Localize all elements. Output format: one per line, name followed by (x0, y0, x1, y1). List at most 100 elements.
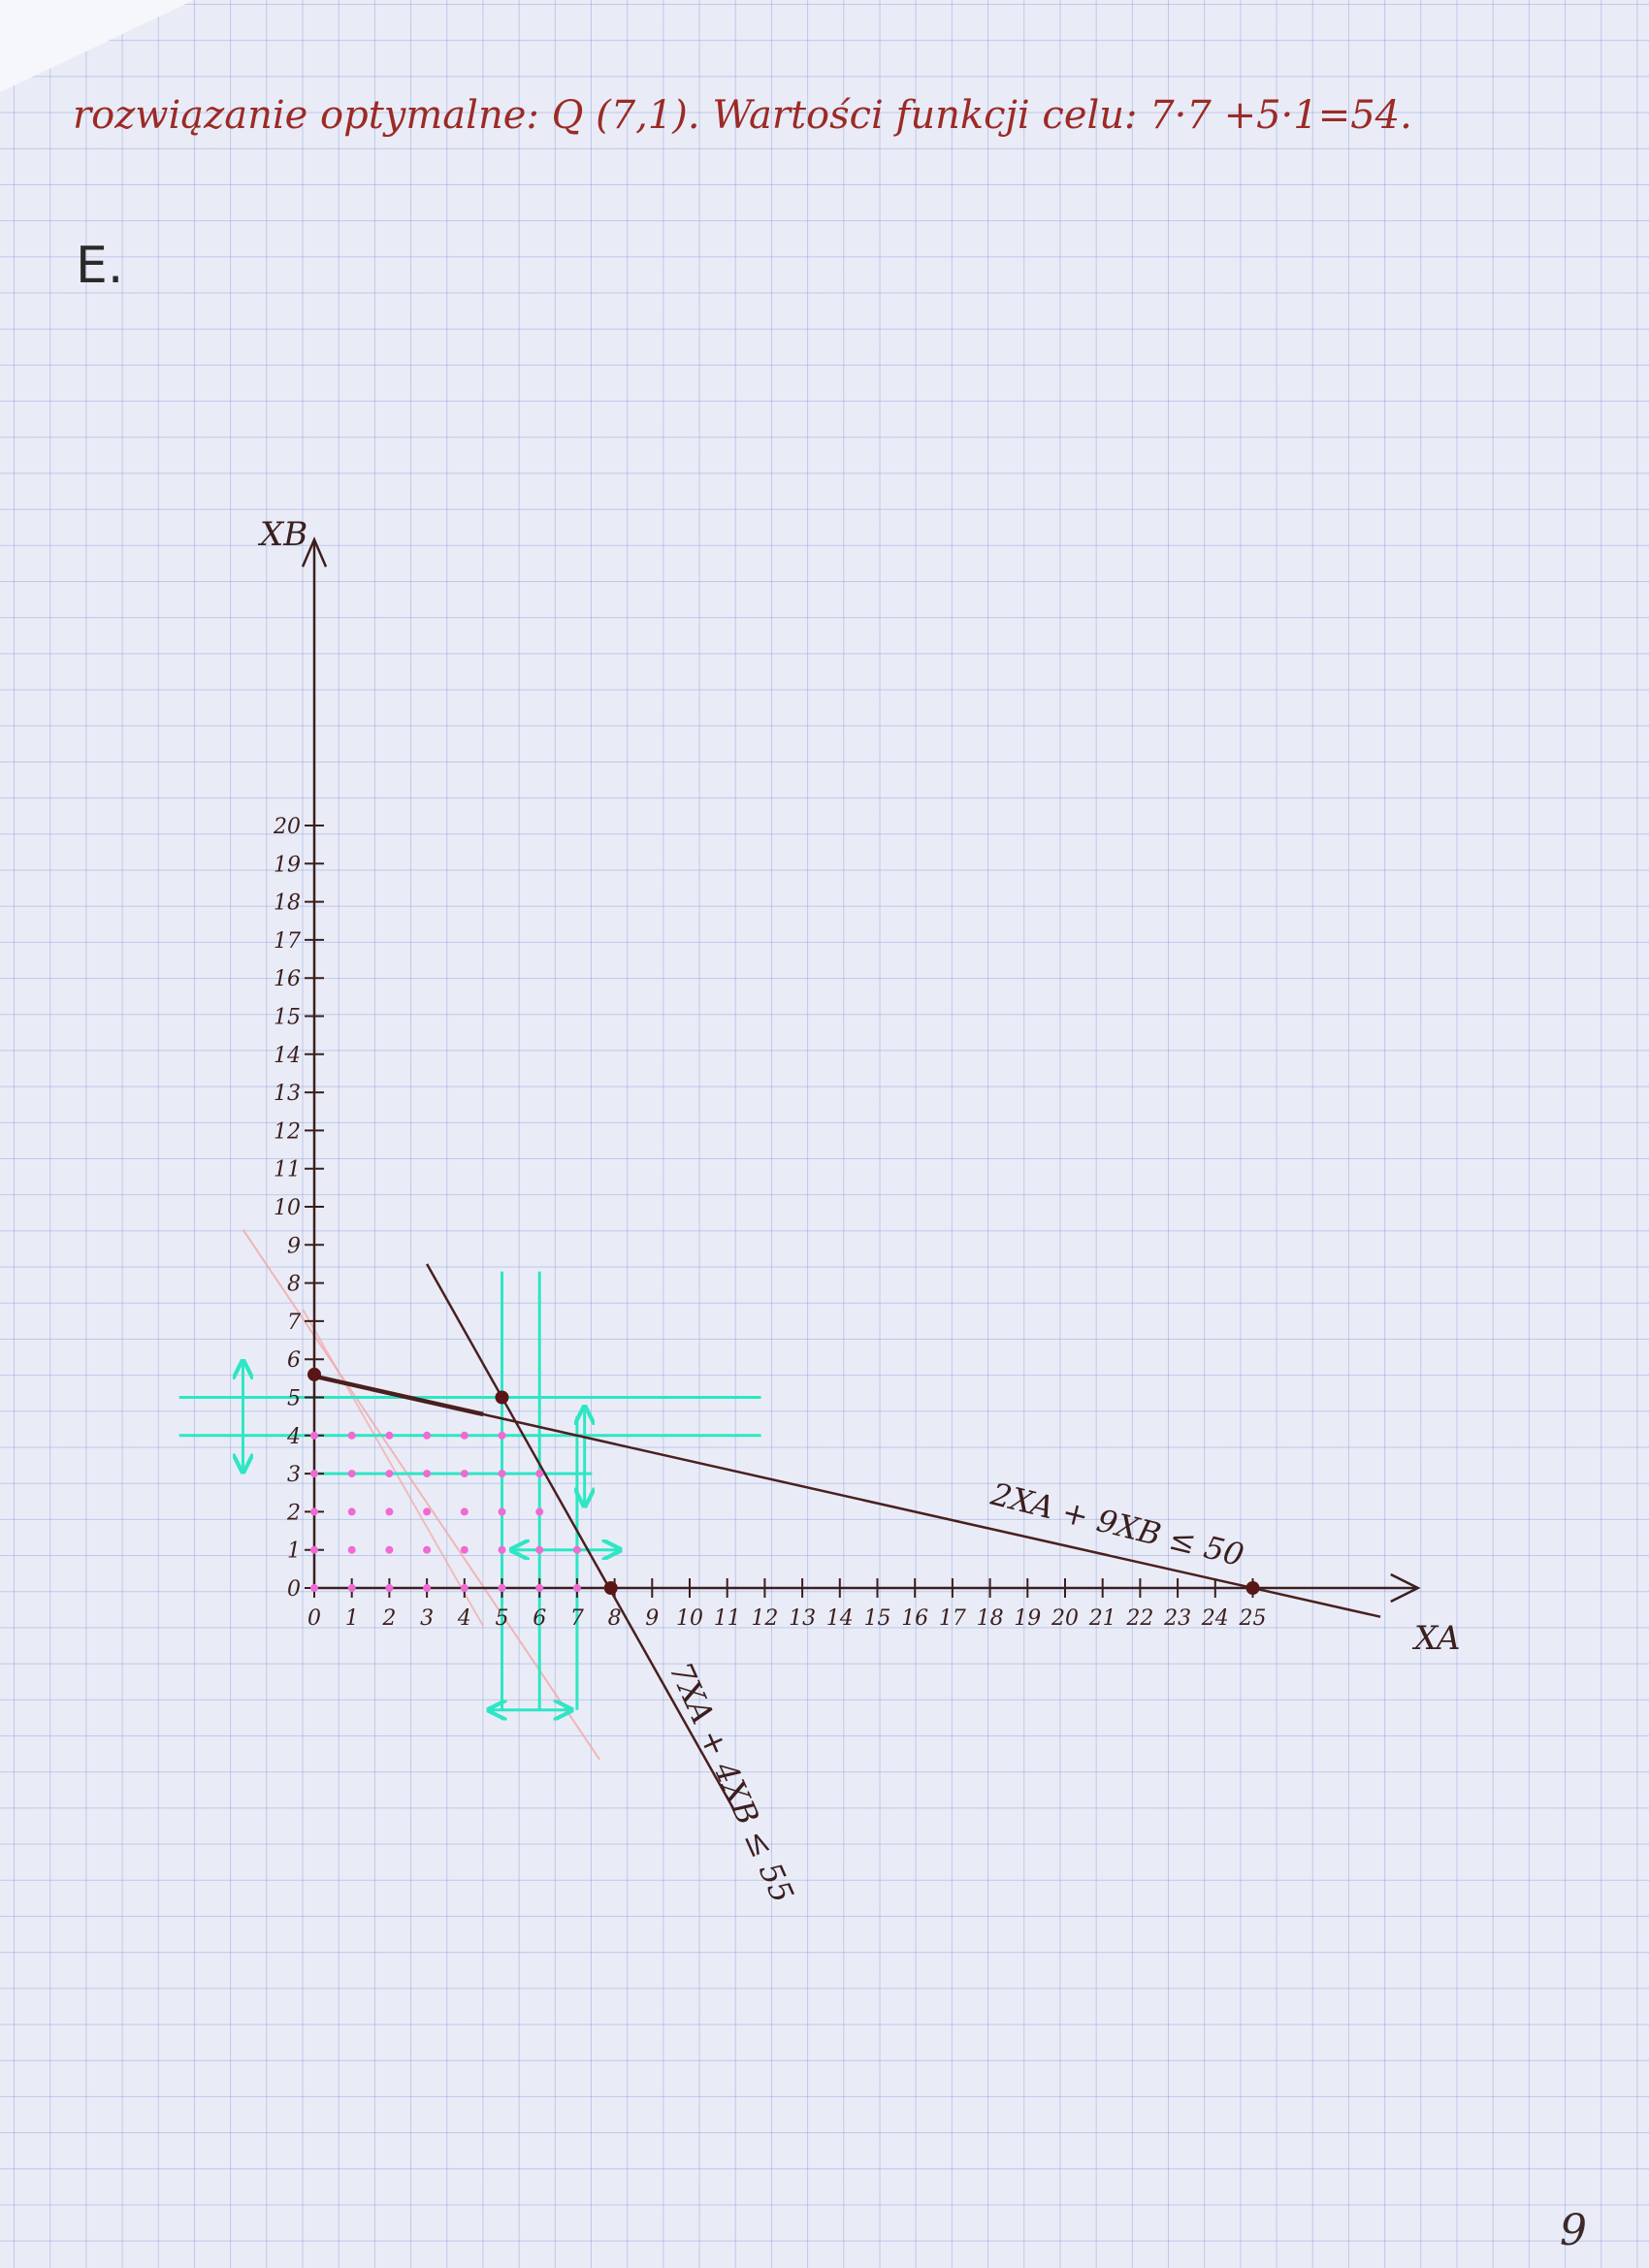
integer-point (310, 1470, 318, 1478)
integer-point (310, 1584, 318, 1592)
x-tick-label: 13 (789, 1606, 816, 1631)
integer-point (347, 1431, 356, 1440)
integer-point (310, 1545, 318, 1554)
x-tick-label: 1 (345, 1606, 359, 1631)
integer-point (460, 1545, 469, 1554)
y-tick-label: 6 (287, 1348, 301, 1373)
x-tick-label: 8 (608, 1606, 622, 1631)
constraint-label-2: 7XA + 4XB ≤ 55 (663, 1657, 801, 1908)
y-tick-label: 12 (274, 1119, 301, 1144)
y-tick-label: 15 (274, 1006, 301, 1030)
x-tick-label: 22 (1125, 1606, 1153, 1631)
integer-point (423, 1545, 432, 1554)
integer-point (347, 1545, 356, 1554)
x-tick-label: 6 (533, 1606, 546, 1631)
y-tick-label: 10 (274, 1196, 301, 1220)
marked-point (495, 1390, 509, 1405)
y-tick-label: 1 (287, 1539, 301, 1564)
y-tick-label: 2 (286, 1501, 301, 1525)
y-axis-label: XB (257, 515, 307, 554)
integer-point (423, 1470, 432, 1478)
y-tick-label: 4 (286, 1425, 301, 1449)
integer-point (385, 1431, 394, 1440)
y-tick-label: 20 (273, 815, 301, 839)
page-number: 9 (1560, 2206, 1587, 2255)
x-tick-label: 14 (826, 1606, 854, 1631)
optimal-solution-note: rozwiązanie optymalne: Q (7,1). Wartości… (73, 93, 1412, 138)
integer-point (498, 1470, 506, 1478)
integer-point (535, 1584, 544, 1592)
integer-point (385, 1545, 394, 1554)
section-label: E. (76, 237, 124, 295)
integer-point (498, 1545, 506, 1554)
x-tick-label: 12 (751, 1606, 778, 1631)
integer-point (310, 1507, 318, 1516)
y-tick-label: 14 (274, 1044, 301, 1068)
folded-page-corner (0, 0, 194, 92)
faint-red-line (242, 1229, 600, 1761)
y-tick-label: 17 (274, 929, 301, 954)
y-tick-label: 3 (287, 1463, 301, 1487)
x-tick-label: 5 (496, 1606, 509, 1631)
x-tick-label: 11 (714, 1606, 741, 1631)
integer-point (347, 1470, 356, 1478)
y-tick-label: 18 (274, 891, 301, 916)
integer-point (460, 1470, 469, 1478)
x-tick-label: 3 (420, 1606, 434, 1631)
y-tick-label: 5 (287, 1387, 301, 1411)
x-axis-arrow (1390, 1572, 1421, 1604)
y-tick-label: 0 (287, 1577, 301, 1602)
integer-point (498, 1584, 506, 1592)
y-tick-label: 13 (274, 1082, 301, 1106)
x-tick-label: 0 (307, 1606, 321, 1631)
x-tick-label: 16 (901, 1606, 928, 1631)
integer-point (423, 1507, 432, 1516)
integer-point (460, 1584, 469, 1592)
x-tick-label: 9 (645, 1606, 659, 1631)
constraint-line-2 (426, 1263, 736, 1812)
integer-point (498, 1431, 506, 1440)
integer-point (310, 1431, 318, 1440)
marked-point (603, 1581, 618, 1595)
y-tick-label: 7 (287, 1311, 301, 1335)
chart-labels: XB XA 2XA + 9XB ≤ 50 7XA + 4XB ≤ 55 (257, 515, 1461, 1908)
x-tick-label: 15 (864, 1606, 891, 1631)
x-tick-label: 17 (939, 1606, 966, 1631)
integer-point (347, 1584, 356, 1592)
faint-red-line (302, 1309, 485, 1627)
integer-point (423, 1584, 432, 1592)
x-tick-label: 25 (1239, 1606, 1267, 1631)
x-tick-label: 7 (570, 1606, 584, 1631)
constraint-lines (313, 1263, 1381, 1812)
x-tick-label: 10 (676, 1606, 703, 1631)
y-tick-label: 8 (287, 1273, 301, 1297)
x-axis-label: XA (1411, 1619, 1461, 1658)
x-tick-label: 20 (1051, 1606, 1079, 1631)
x-tick-label: 21 (1088, 1606, 1116, 1631)
integer-point (535, 1507, 544, 1516)
x-tick-label: 18 (977, 1606, 1004, 1631)
x-tick-label: 2 (381, 1606, 396, 1631)
y-tick-label: 11 (274, 1158, 301, 1183)
integer-point (572, 1545, 581, 1554)
constraint-label-1: 2XA + 9XB ≤ 50 (986, 1475, 1247, 1574)
y-tick-label: 19 (274, 853, 301, 877)
x-tick-label: 24 (1201, 1606, 1229, 1631)
axes: 0 1 2 3 4 5 6 7 8 9 10 11 12 13 14 15 16 17 18 19 20 21 22 23 24… (273, 536, 1421, 1631)
integer-point (385, 1507, 394, 1516)
integer-point (572, 1584, 581, 1592)
marked-point (1245, 1581, 1260, 1595)
integer-point (347, 1507, 356, 1516)
x-tick-label: 23 (1163, 1606, 1191, 1631)
integer-point (498, 1507, 506, 1516)
integer-point (423, 1431, 432, 1440)
constraint-line-1 (313, 1375, 1381, 1618)
y-axis-arrow (301, 536, 328, 567)
marked-points (307, 1367, 1260, 1595)
integer-point (460, 1507, 469, 1516)
integer-point (385, 1584, 394, 1592)
x-tick-label: 4 (457, 1606, 471, 1631)
integer-point (535, 1470, 544, 1478)
x-tick-label: 19 (1014, 1606, 1041, 1631)
